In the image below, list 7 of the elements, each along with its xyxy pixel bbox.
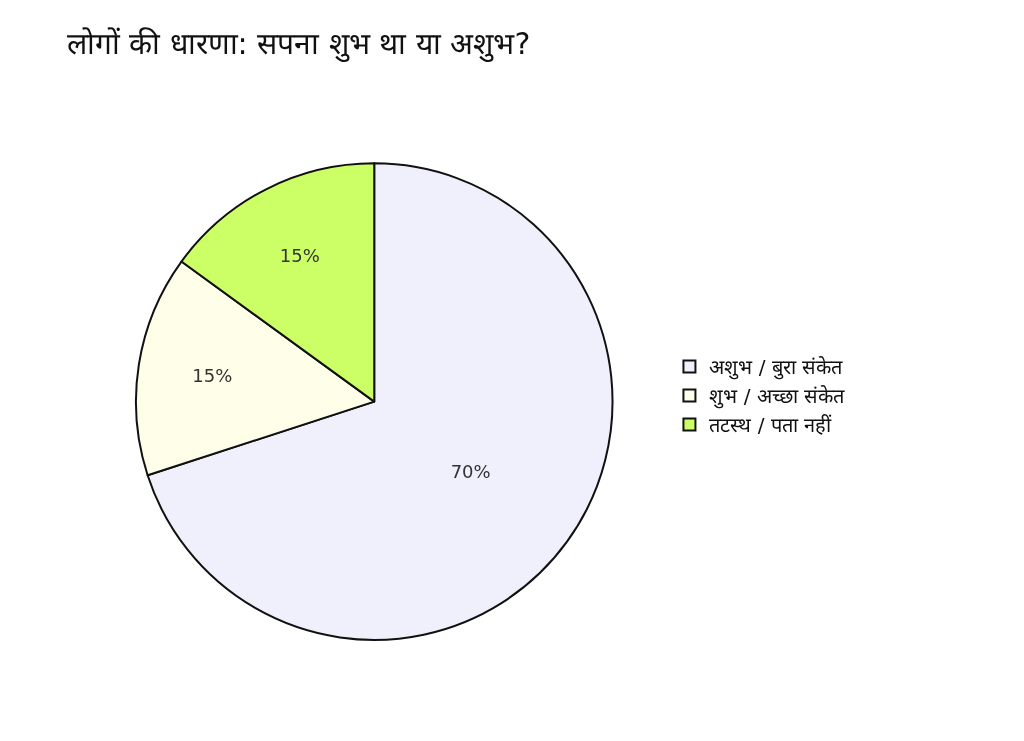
data-label: 70% [450, 461, 491, 483]
legend-label: अशुभ / बुरा संकेत [709, 355, 844, 381]
chart-title: लोगों की धारणा: सपना शुभ था या अशुभ? [66, 26, 531, 64]
legend-label: शुभ / अच्छा संकेत [709, 384, 846, 410]
legend-label: तटस्थ / पता नहीं [709, 413, 833, 438]
data-label: 15% [192, 365, 233, 387]
data-label: 15% [279, 245, 320, 267]
